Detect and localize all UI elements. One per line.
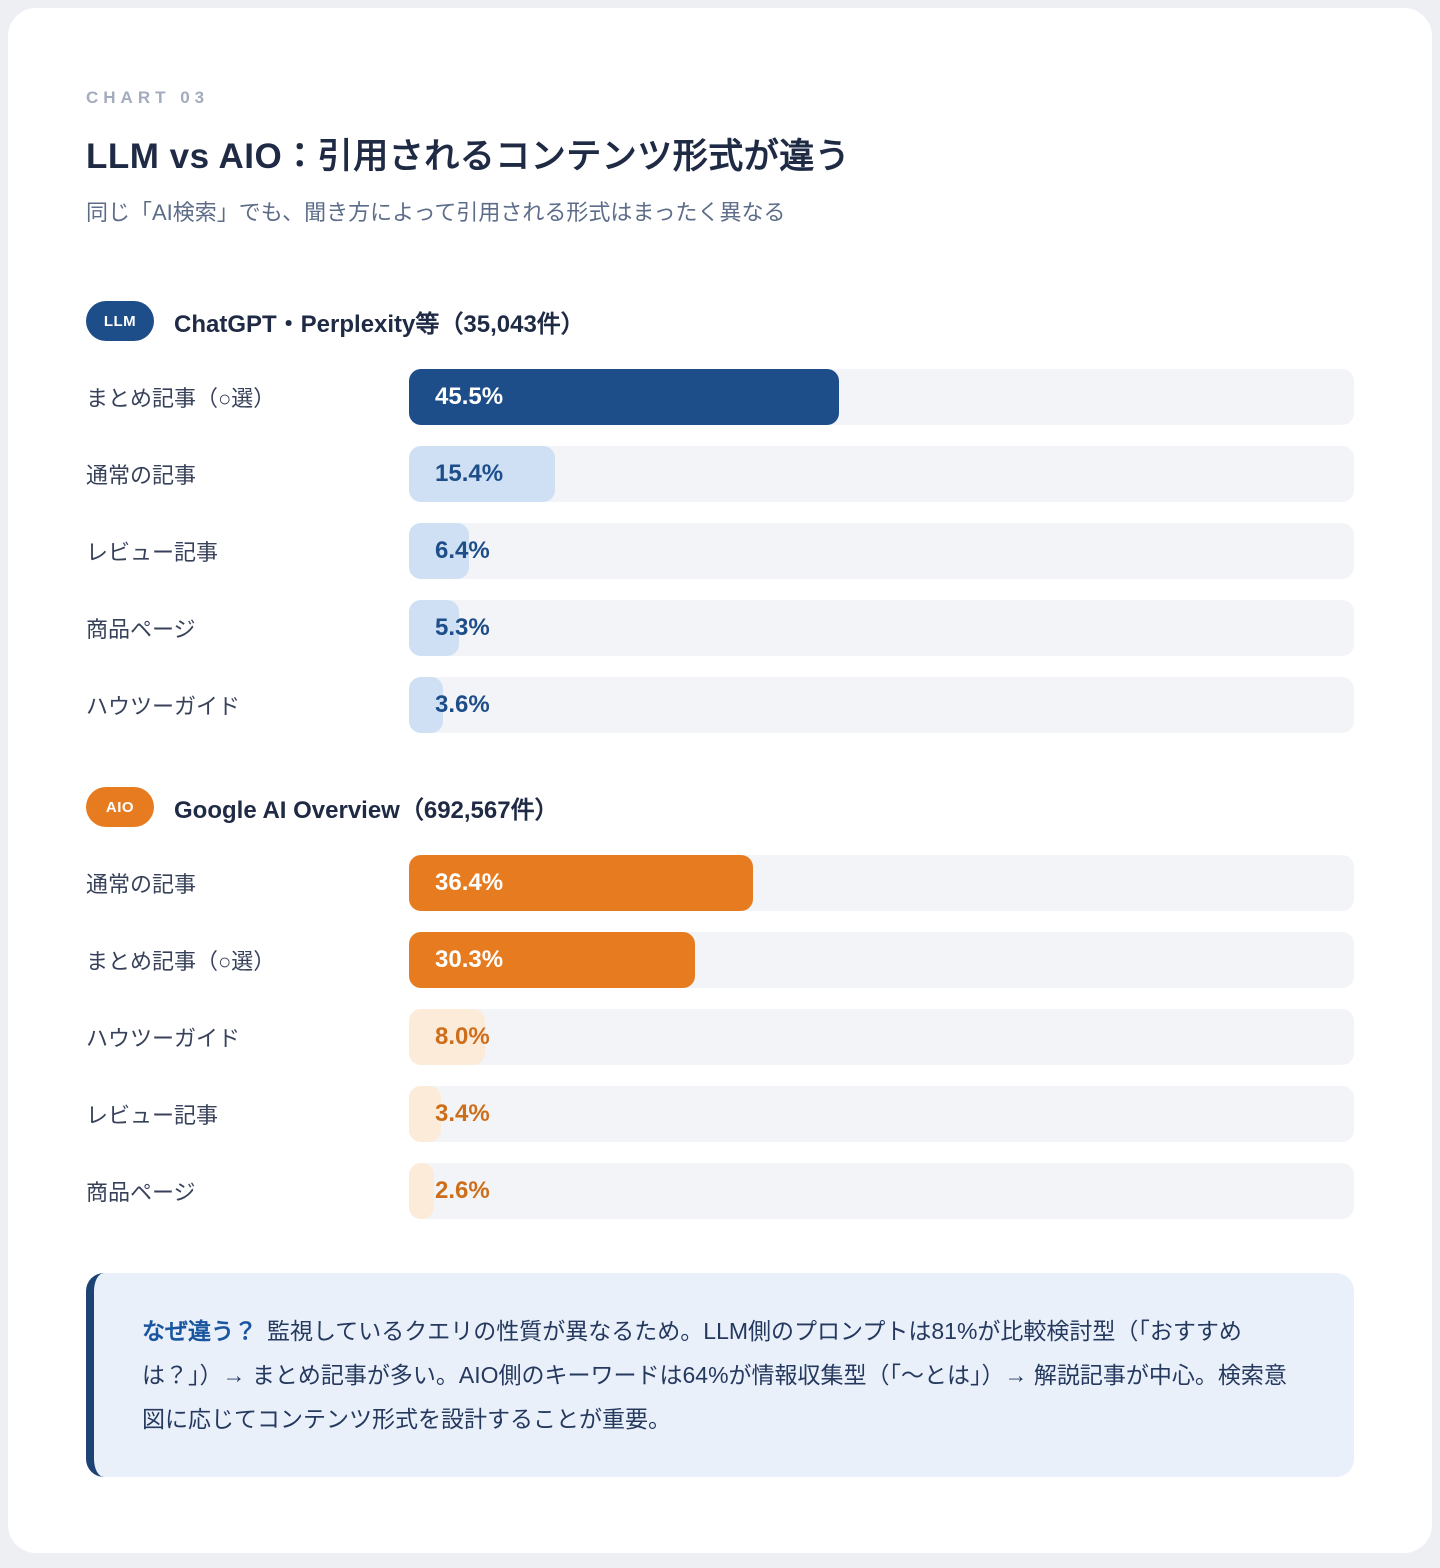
aio-badge: AIO	[86, 787, 154, 827]
chart-card: CHART 03 LLM vs AIO：引用されるコンテンツ形式が違う 同じ「A…	[8, 8, 1432, 1553]
aio-section-header: AIO Google AI Overview（692,567件）	[86, 787, 1354, 827]
bar-row: ハウツーガイド 3.6%	[86, 677, 1354, 733]
bar-row: 通常の記事 15.4%	[86, 446, 1354, 502]
note-text: 監視しているクエリの性質が異なるため。LLM側のプロンプトは81%が比較検討型（…	[142, 1318, 1287, 1432]
bar-row: まとめ記事（○選） 30.3%	[86, 932, 1354, 988]
bar-row: まとめ記事（○選） 45.5%	[86, 369, 1354, 425]
bar-fill	[409, 523, 470, 579]
bar-fill	[409, 677, 444, 733]
bar-label: まとめ記事（○選）	[86, 386, 276, 411]
bar-row: 通常の記事 36.4%	[86, 855, 1354, 911]
bar-label: 商品ページ	[86, 617, 196, 642]
why-different-note: なぜ違う？ 監視しているクエリの性質が異なるため。LLM側のプロンプトは81%が比…	[86, 1273, 1354, 1477]
bar-value: 3.4%	[435, 1100, 490, 1127]
llm-section-title: ChatGPT・Perplexity等（35,043件）	[174, 310, 585, 338]
bar-fill	[409, 600, 460, 656]
bar-value: 36.4%	[435, 869, 504, 896]
aio-chart-section: AIO Google AI Overview（692,567件） 通常の記事 36…	[86, 787, 1354, 1219]
llm-section-header: LLM ChatGPT・Perplexity等（35,043件）	[86, 301, 1354, 341]
page-subtitle: 同じ「AI検索」でも、聞き方によって引用される形式はまったく異なる	[86, 200, 786, 225]
note-label: なぜ違う？	[142, 1318, 257, 1344]
bar-fill	[409, 932, 696, 988]
chart-eyebrow: CHART 03	[86, 88, 210, 107]
page-title: LLM vs AIO：引用されるコンテンツ形式が違う	[86, 137, 851, 176]
bar-value: 15.4%	[435, 460, 504, 487]
bar-fill	[409, 1163, 434, 1219]
bar-value: 8.0%	[435, 1023, 490, 1050]
bar-row: 商品ページ 2.6%	[86, 1163, 1354, 1219]
bar-track: 36.4%	[409, 855, 1354, 911]
bar-label: 通常の記事	[86, 463, 197, 488]
bar-track: 3.4%	[409, 1086, 1354, 1142]
bar-fill	[409, 1086, 442, 1142]
bar-value: 45.5%	[435, 383, 504, 410]
bar-row: ハウツーガイド 8.0%	[86, 1009, 1354, 1065]
llm-badge: LLM	[86, 301, 154, 341]
bar-label: 通常の記事	[86, 872, 197, 897]
bar-track: 30.3%	[409, 932, 1354, 988]
bar-label: 商品ページ	[86, 1180, 196, 1205]
aio-bar-rows: 通常の記事 36.4% まとめ記事（○選） 30.3% ハウツーガイド 8.0% レビュー記…	[86, 855, 1354, 1219]
bar-row: 商品ページ 5.3%	[86, 600, 1354, 656]
bar-fill	[409, 446, 555, 502]
bar-value: 30.3%	[435, 946, 504, 973]
bar-label: レビュー記事	[86, 540, 219, 565]
bar-track: 3.6%	[409, 677, 1354, 733]
bar-fill	[409, 1009, 485, 1065]
bar-track: 15.4%	[409, 446, 1354, 502]
bar-label: ハウツーガイド	[86, 1026, 241, 1051]
bar-fill	[409, 369, 839, 425]
bar-value: 6.4%	[435, 537, 490, 564]
bar-fill	[409, 855, 753, 911]
bar-label: ハウツーガイド	[86, 694, 241, 719]
bar-track: 2.6%	[409, 1163, 1354, 1219]
bar-row: レビュー記事 6.4%	[86, 523, 1354, 579]
bar-label: まとめ記事（○選）	[86, 949, 276, 974]
bar-label: レビュー記事	[86, 1103, 219, 1128]
aio-section-title: Google AI Overview（692,567件）	[174, 796, 559, 824]
bar-row: レビュー記事 3.4%	[86, 1086, 1354, 1142]
bar-track: 45.5%	[409, 369, 1354, 425]
bar-track: 6.4%	[409, 523, 1354, 579]
bar-value: 2.6%	[435, 1177, 490, 1204]
bar-value: 3.6%	[435, 691, 490, 718]
llm-bar-rows: まとめ記事（○選） 45.5% 通常の記事 15.4% レビュー記事 6.4% 商品ページ 5…	[86, 369, 1354, 733]
bar-value: 5.3%	[435, 614, 490, 641]
llm-chart-section: LLM ChatGPT・Perplexity等（35,043件） まとめ記事（○…	[86, 301, 1354, 733]
bar-track: 5.3%	[409, 600, 1354, 656]
bar-track: 8.0%	[409, 1009, 1354, 1065]
